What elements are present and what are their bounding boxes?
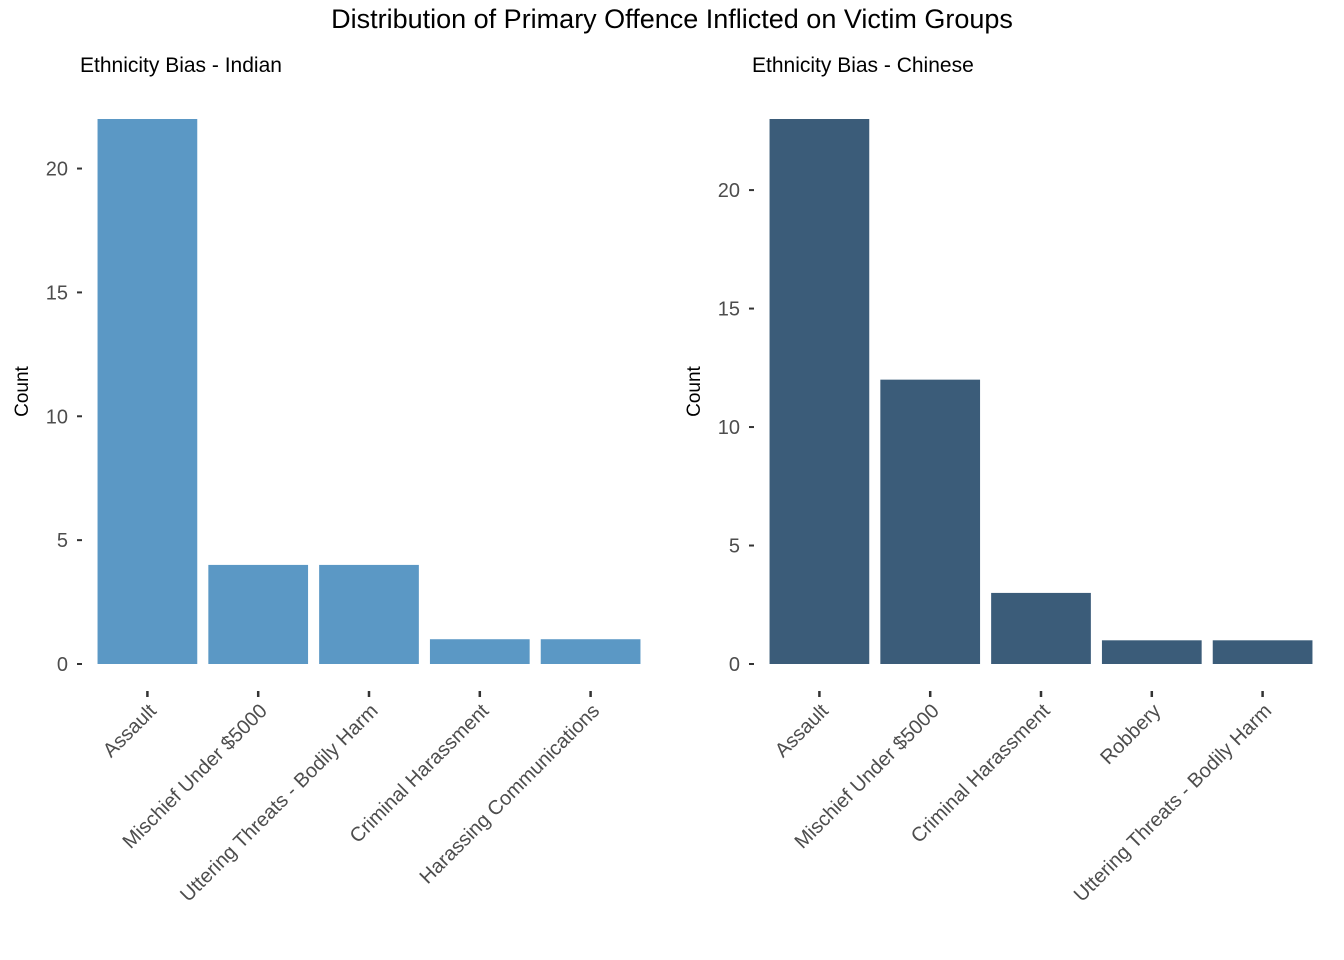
bar xyxy=(1101,640,1202,664)
x-tick-label: Uttering Threats - Bodily Harm xyxy=(1070,700,1276,906)
chart-main-title: Distribution of Primary Offence Inflicte… xyxy=(331,4,1013,34)
y-tick-label: 20 xyxy=(718,180,740,202)
y-tick-label: 0 xyxy=(57,654,68,676)
x-tick-label: Assault xyxy=(99,700,161,762)
bar xyxy=(429,639,530,664)
panel-title: Ethnicity Bias - Indian xyxy=(80,54,282,77)
bar xyxy=(1212,640,1313,664)
x-tick-label: Harassing Communications xyxy=(416,700,604,888)
y-axis-title: Count xyxy=(12,365,33,416)
panel-2: Ethnicity Bias - Chinese Count 0 5 10 15 20 Ass… xyxy=(684,54,1313,906)
panel-title: Ethnicity Bias - Chinese xyxy=(752,54,974,77)
y-tick-label: 5 xyxy=(57,530,68,552)
y-tick-label: 10 xyxy=(46,406,68,428)
y-tick-label: 20 xyxy=(46,159,68,181)
bar xyxy=(991,592,1091,664)
bar xyxy=(540,639,641,664)
x-tick-label: Assault xyxy=(771,700,833,762)
panel-1: Ethnicity Bias - Indian Count 0 5 10 15 20 Assa… xyxy=(12,54,641,906)
bar xyxy=(319,564,419,664)
y-tick-label: 15 xyxy=(46,282,68,304)
y-tick-label: 0 xyxy=(729,654,740,676)
bar xyxy=(769,119,870,664)
y-tick-label: 5 xyxy=(729,536,740,558)
y-tick-label: 10 xyxy=(718,417,740,439)
y-axis-title: Count xyxy=(684,365,705,416)
bar xyxy=(97,119,198,664)
bar xyxy=(880,379,981,664)
y-tick-label: 15 xyxy=(718,299,740,321)
x-tick-label: Robbery xyxy=(1096,700,1165,769)
x-tick-label: Uttering Threats - Bodily Harm xyxy=(176,700,382,906)
bar xyxy=(208,564,309,664)
